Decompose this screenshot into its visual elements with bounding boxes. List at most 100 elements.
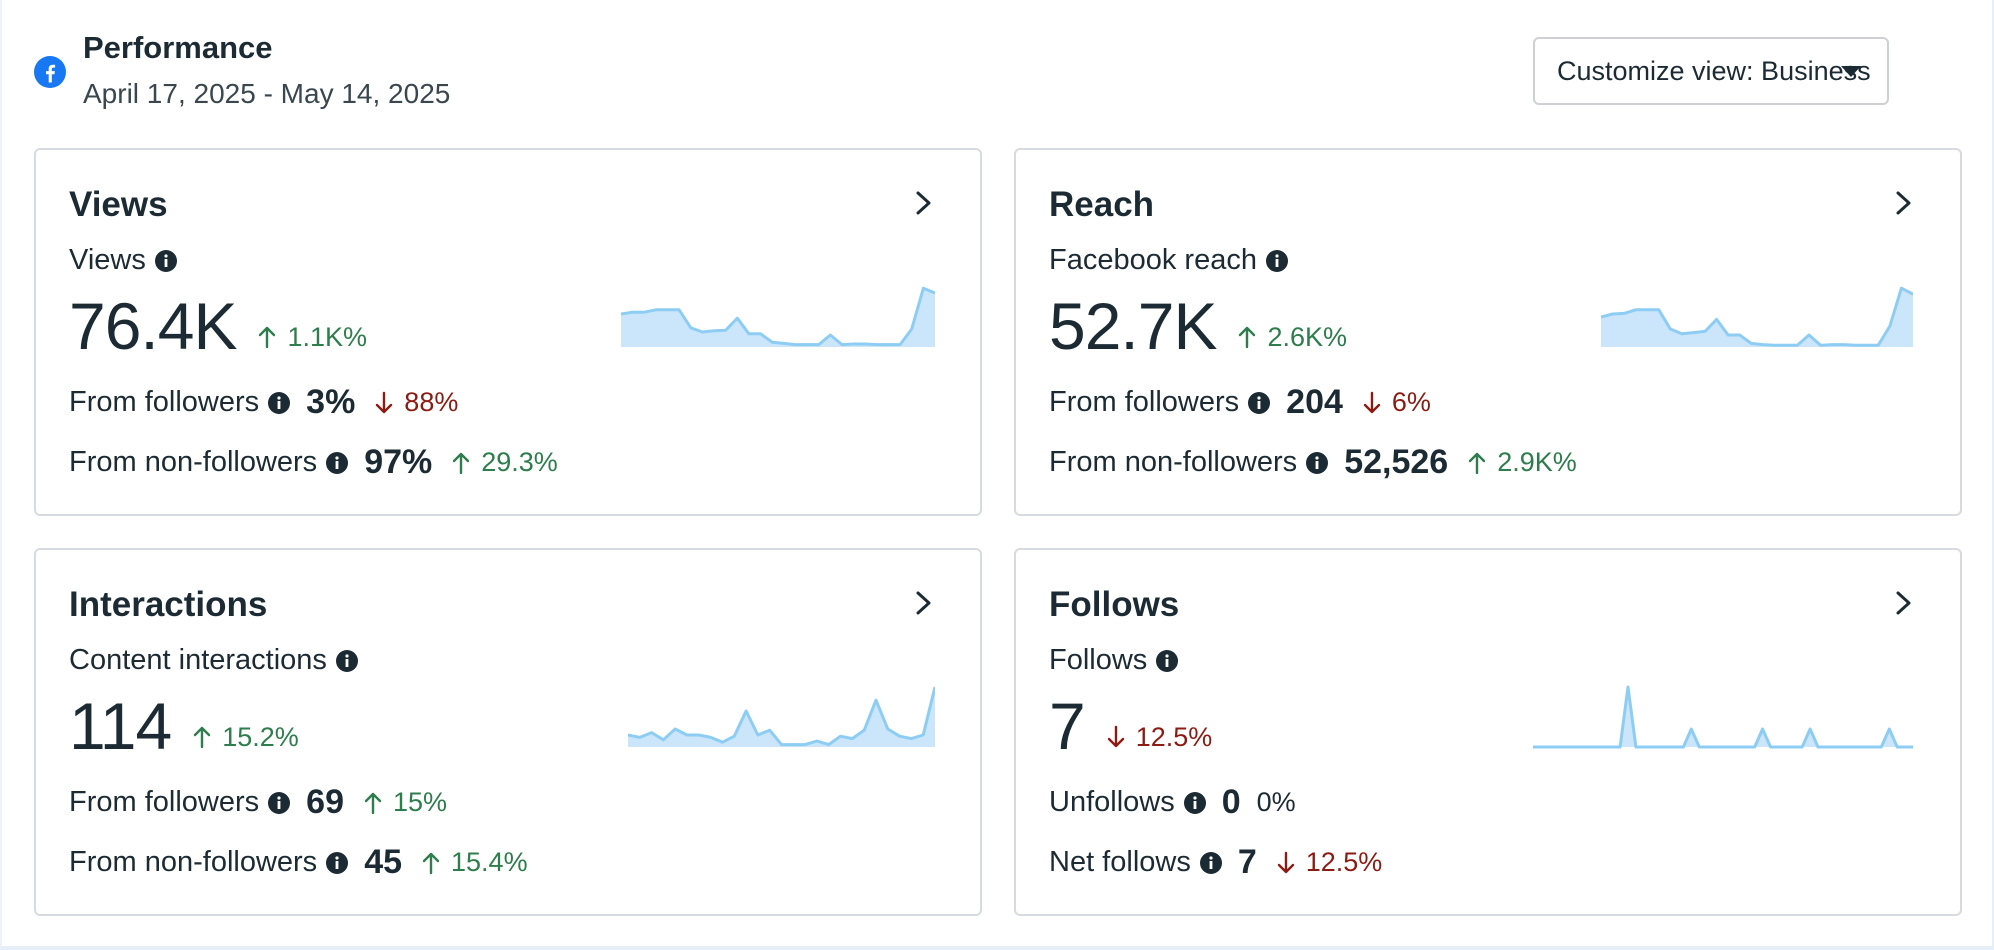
info-icon[interactable] — [268, 391, 291, 414]
card-title: Reach — [1049, 185, 1155, 224]
sub-metric-row: Net follows 7 12.5% — [1049, 843, 1382, 882]
metric-value: 7 — [1049, 689, 1086, 763]
chevron-right-icon[interactable] — [1892, 588, 1916, 618]
info-icon[interactable] — [326, 851, 349, 874]
sparkline-area — [1601, 288, 1913, 347]
metric-label-text: Follows — [1049, 644, 1148, 676]
sub-metric-label: From non-followers — [69, 846, 318, 878]
sparkline-area — [1533, 687, 1913, 747]
reach-sparkline — [1601, 286, 1913, 347]
trend-arrow-icon — [376, 391, 393, 413]
interactions-sparkline — [628, 686, 935, 747]
facebook-icon — [34, 56, 66, 88]
sub-metric-delta: 29.3% — [452, 447, 558, 478]
sub-metric-label: Net follows — [1049, 846, 1191, 878]
trend-arrow-icon — [1239, 326, 1256, 349]
sub-metric-value: 69 — [306, 783, 344, 821]
sub-metric-delta-text: 29.3% — [481, 447, 558, 477]
metric-delta-text: 15.2% — [222, 721, 299, 752]
primary-metric: 114 15.2% — [69, 688, 299, 764]
customize-view-dropdown[interactable]: Customize view: Business — [1533, 37, 1889, 105]
interactions-card[interactable]: Interactions Content interactions 114 15… — [34, 548, 982, 916]
sparkline-line — [1601, 286, 1913, 347]
metric-delta: 2.6K% — [1238, 322, 1347, 353]
sub-metric-row: From followers 3% 88% — [69, 383, 458, 422]
sparkline-area — [628, 687, 935, 747]
sub-metric-delta: 12.5% — [1277, 847, 1383, 878]
trend-arrow-icon — [422, 852, 440, 874]
sub-metric-label: From non-followers — [69, 446, 318, 478]
sub-metric-label: From non-followers — [1049, 446, 1298, 478]
reach-card[interactable]: Reach Facebook reach 52.7K 2.6K% From fo… — [1014, 148, 1962, 516]
sub-metric-delta: 0% — [1257, 787, 1296, 818]
sub-metric-value: 0 — [1221, 783, 1241, 821]
card-title: Interactions — [69, 585, 268, 624]
sub-metric-delta: 2.9K% — [1468, 447, 1577, 478]
card-title: Follows — [1049, 585, 1180, 624]
info-icon[interactable] — [1199, 851, 1222, 874]
views-sparkline — [621, 286, 935, 347]
trend-arrow-icon — [453, 452, 470, 474]
sub-metric-delta: 15.4% — [422, 847, 528, 878]
sub-metric-value: 204 — [1286, 383, 1343, 421]
sub-metric-delta-text: 15% — [392, 787, 448, 817]
metric-delta: 12.5% — [1107, 721, 1213, 753]
metric-label-text: Facebook reach — [1049, 244, 1257, 276]
sub-metric-label: From followers — [69, 786, 260, 818]
metric-label-text: Content interactions — [69, 644, 327, 676]
metric-label-text: Views — [69, 244, 146, 276]
metric-value: 114 — [69, 689, 172, 763]
card-title: Views — [69, 185, 168, 224]
sub-metric-delta-text: 15.4% — [451, 847, 528, 877]
follows-sparkline — [1533, 685, 1913, 749]
sub-metric-delta-text: 0% — [1256, 787, 1296, 817]
metric-delta-text: 2.6K% — [1267, 321, 1348, 352]
info-icon[interactable] — [154, 249, 177, 272]
follows-card[interactable]: Follows Follows 7 12.5% Unfollows 0 0% N… — [1014, 548, 1962, 916]
chevron-right-icon[interactable] — [912, 588, 936, 618]
sparkline-line — [628, 686, 935, 747]
metric-value: 52.7K — [1049, 289, 1217, 363]
sub-metric-value: 97% — [364, 443, 433, 481]
sparkline-area — [621, 288, 935, 347]
info-icon[interactable] — [335, 649, 358, 672]
sub-metric-delta-text: 12.5% — [1305, 847, 1383, 877]
chevron-right-icon[interactable] — [912, 188, 936, 218]
customize-view-label: Customize view: Business — [1557, 55, 1871, 86]
sub-metric-label: From followers — [69, 386, 260, 418]
trend-arrow-icon — [1277, 851, 1294, 873]
sub-metric-value: 52,526 — [1344, 443, 1449, 481]
metric-delta: 15.2% — [193, 722, 299, 753]
metric-label: Content interactions — [69, 644, 358, 677]
primary-metric: 7 12.5% — [1049, 688, 1212, 764]
sparkline-line — [1533, 685, 1913, 749]
info-icon[interactable] — [1248, 391, 1271, 414]
sub-metric-value: 3% — [306, 383, 356, 421]
info-icon[interactable] — [326, 451, 349, 474]
metric-label: Facebook reach — [1049, 244, 1288, 277]
info-icon[interactable] — [1265, 249, 1288, 272]
info-icon[interactable] — [1183, 791, 1206, 814]
metric-delta-text: 1.1K% — [287, 321, 368, 352]
sub-metric-row: From followers 69 15% — [69, 783, 447, 822]
trend-arrow-icon — [1468, 452, 1486, 474]
metric-delta-text: 12.5% — [1135, 721, 1213, 752]
metric-label: Views — [69, 244, 177, 277]
info-icon[interactable] — [1306, 451, 1329, 474]
sub-metric-row: From non-followers 45 15.4% — [69, 843, 528, 882]
caret-down-icon — [1841, 66, 1861, 77]
trend-arrow-icon — [1363, 391, 1381, 413]
chevron-right-icon[interactable] — [1892, 188, 1916, 218]
trend-arrow-icon — [364, 792, 382, 814]
primary-metric: 76.4K 1.1K% — [69, 288, 367, 364]
page-title: Performance — [83, 30, 273, 65]
info-icon[interactable] — [268, 791, 291, 814]
sub-metric-delta-text: 6% — [1391, 387, 1431, 417]
info-icon[interactable] — [1156, 649, 1179, 672]
metric-value: 76.4K — [69, 289, 237, 363]
sub-metric-value: 7 — [1237, 843, 1257, 881]
sub-metric-row: From followers 204 6% — [1049, 383, 1431, 422]
views-card[interactable]: Views Views 76.4K 1.1K% From followers 3… — [34, 148, 982, 516]
sub-metric-label: From followers — [1049, 386, 1240, 418]
